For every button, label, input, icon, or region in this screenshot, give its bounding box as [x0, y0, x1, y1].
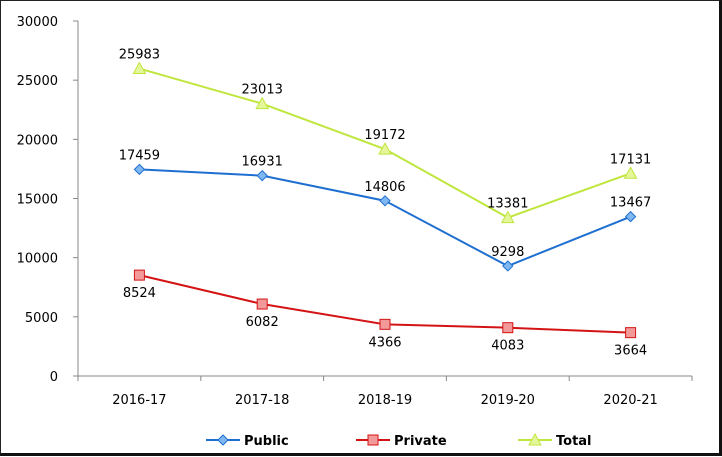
private-data-label: 4083 [491, 339, 524, 354]
total-data-label: 25983 [119, 48, 160, 63]
public-point [502, 260, 514, 272]
x-tick-label: 2016-17 [112, 393, 166, 408]
public-point [256, 169, 268, 182]
private-point [379, 318, 391, 330]
private-data-label: 3664 [614, 344, 647, 359]
public-data-label: 16931 [242, 155, 283, 170]
public-point [624, 210, 637, 223]
total-data-label: 13381 [487, 197, 528, 212]
total-point [378, 142, 392, 155]
y-tick-label: 30000 [17, 15, 58, 30]
public-point [133, 163, 146, 176]
y-tick-label: 20000 [17, 133, 58, 148]
private-point [502, 322, 514, 334]
y-tick-label: 5000 [25, 311, 58, 326]
total-point [623, 166, 638, 179]
y-tick-label: 15000 [17, 193, 58, 208]
public-legend-label: Public [244, 434, 289, 449]
private-data-label: 4366 [368, 335, 401, 350]
x-tick-label: 2020-21 [603, 393, 657, 408]
x-tick-label: 2017-18 [235, 393, 289, 408]
x-tick-label: 2019-20 [481, 393, 535, 408]
total-data-label: 17131 [610, 152, 651, 167]
public-point [379, 195, 391, 207]
public-data-label: 13467 [610, 196, 651, 211]
private-legend-marker [367, 434, 379, 446]
y-tick-label: 0 [50, 370, 58, 385]
total-legend-label: Total [556, 434, 592, 449]
x-tick-label: 2018-19 [358, 393, 412, 408]
y-tick-label: 25000 [17, 74, 58, 89]
total-point [255, 96, 270, 110]
total-legend-marker [528, 432, 542, 446]
private-point [133, 269, 145, 281]
public-data-label: 9298 [491, 245, 524, 260]
public-data-label: 14806 [364, 180, 405, 195]
private-point [625, 327, 637, 339]
total-point [132, 61, 147, 75]
public-legend-marker [217, 434, 229, 446]
y-tick-label: 10000 [17, 252, 58, 267]
private-legend-label: Private [394, 434, 447, 449]
private-point [256, 298, 268, 310]
public-data-label: 17459 [119, 148, 160, 163]
private-data-label: 6082 [246, 315, 279, 330]
private-data-label: 8524 [123, 286, 156, 301]
total-point [500, 210, 515, 224]
total-data-label: 19172 [364, 128, 405, 143]
total-data-label: 23013 [242, 83, 283, 98]
